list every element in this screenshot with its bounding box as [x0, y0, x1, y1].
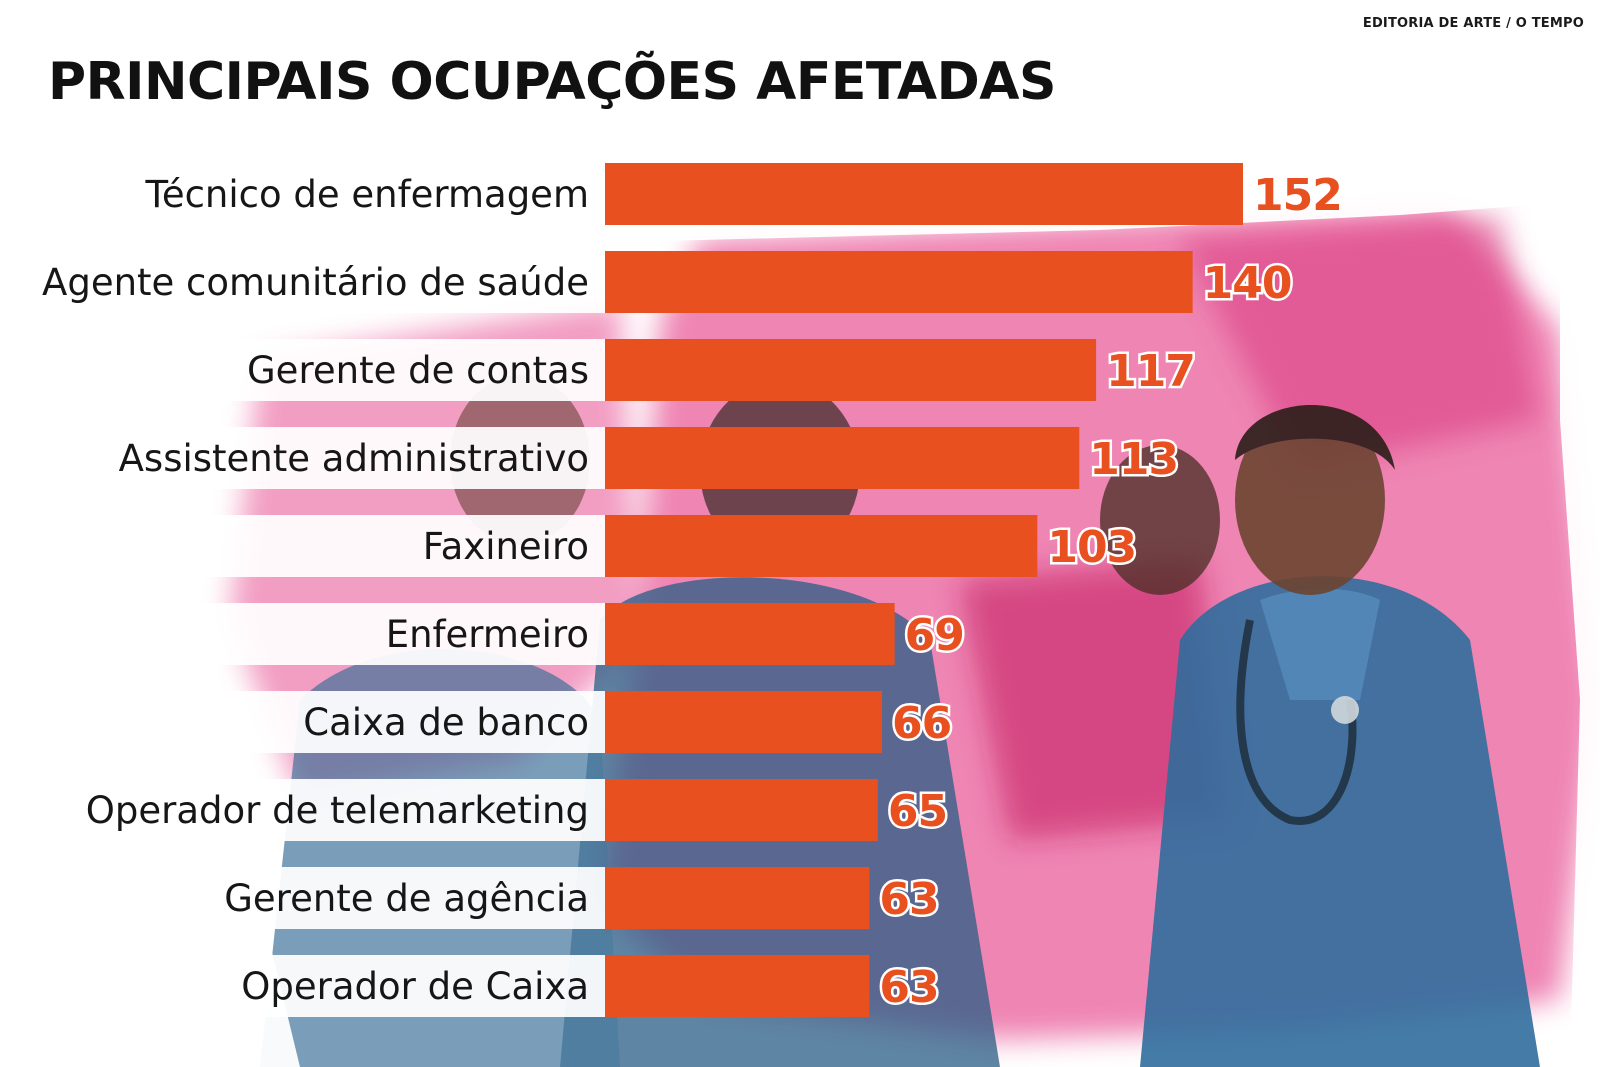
value-label: 63 [879, 962, 938, 1013]
category-label: Gerente de agência [224, 877, 589, 920]
value-label: 113 [1089, 434, 1178, 485]
bar [605, 515, 1038, 577]
category-label-background [56, 779, 605, 841]
bar-row: Faxineiro 103 [48, 515, 1140, 577]
value-label: 63 [879, 874, 938, 925]
bar [605, 779, 878, 841]
category-label-background [56, 867, 605, 929]
category-label: Caixa de banco [303, 701, 589, 744]
bar [605, 603, 895, 665]
bar-row: Gerente de agência 63 [56, 867, 942, 929]
category-label-background [48, 163, 605, 225]
category-label-background [48, 603, 605, 665]
bar [605, 163, 1243, 225]
category-label-background [48, 515, 605, 577]
bar-row: Operador de telemarketing 65 [56, 779, 951, 841]
category-label-background [48, 427, 605, 489]
credit-line: EDITORIA DE ARTE / O TEMPO [1362, 16, 1584, 31]
category-label: Operador de Caixa [241, 965, 589, 1008]
category-label: Agente comunitário de saúde [42, 261, 589, 304]
value-label: 140 [1203, 258, 1292, 309]
bar [605, 691, 883, 753]
bar [605, 867, 870, 929]
bar [605, 427, 1080, 489]
bar [605, 955, 870, 1017]
category-label-background [48, 251, 605, 313]
bar [605, 251, 1193, 313]
value-label: 69 [905, 610, 964, 661]
category-label-background [56, 955, 605, 1017]
bar-row: Técnico de enfermagem 152 [48, 163, 1345, 225]
bar-row: Operador de Caixa 63 [56, 955, 942, 1017]
category-label: Operador de telemarketing [86, 789, 589, 832]
chart-title: PRINCIPAIS OCUPAÇÕES AFETADAS [48, 52, 1056, 112]
value-label: 152 [1253, 170, 1342, 221]
category-label: Técnico de enfermagem [145, 173, 589, 216]
category-label-background [48, 339, 605, 401]
category-label-background [56, 691, 605, 753]
bar [605, 339, 1097, 401]
value-label: 103 [1047, 522, 1136, 573]
bar-row: Agente comunitário de saúde 140 [42, 251, 1295, 313]
value-label: 65 [888, 786, 947, 837]
category-label: Gerente de contas [247, 349, 589, 392]
category-label: Assistente administrativo [119, 437, 589, 480]
bar-row: Enfermeiro 69 [48, 603, 967, 665]
value-label: 117 [1106, 346, 1195, 397]
bar-row: Caixa de banco 66 [56, 691, 955, 753]
value-label: 66 [892, 698, 951, 749]
bar-row: Gerente de contas 117 [48, 339, 1198, 401]
category-label: Enfermeiro [386, 613, 589, 656]
category-label: Faxineiro [423, 525, 589, 568]
bar-row: Assistente administrativo 113 [48, 427, 1182, 489]
